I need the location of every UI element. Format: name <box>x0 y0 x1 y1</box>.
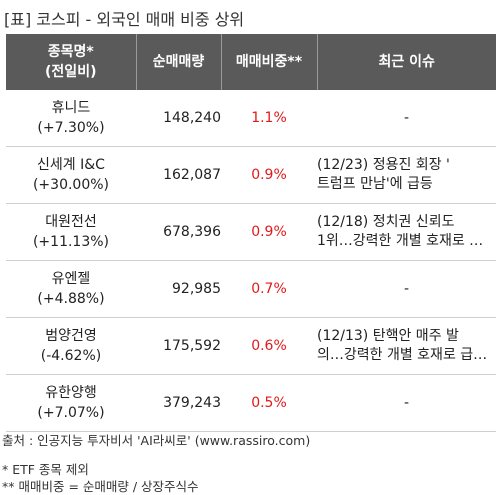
table-header-row: 종목명* (전일비) 순매매량 매매비중** 최근 이슈 <box>6 34 496 90</box>
table-row: 유엔젤 (+4.88%) 92,985 0.7% - <box>6 260 496 318</box>
stock-change: (+7.30%) <box>37 120 105 136</box>
recent-issue-line: - <box>403 394 410 411</box>
recent-issue-cell: (12/23) 정용진 회장 ' 트럼프 만남'에 급등 <box>317 146 496 204</box>
stock-name: 유엔젤 <box>51 271 91 287</box>
recent-issue-line: (12/23) 정용진 회장 ' <box>317 157 450 173</box>
header-net-volume: 순매매량 <box>136 34 222 90</box>
net-volume-cell: 148,240 <box>136 90 221 147</box>
stock-name-cell: 유한양행 (+7.07%) <box>6 374 136 432</box>
stock-change: (+11.13%) <box>32 234 110 250</box>
footnote-ratio: ** 매매비중 = 순매매량 / 상장주식수 <box>2 479 199 494</box>
header-stock-name-label: 종목명* (전일비) <box>45 44 97 80</box>
table-row: 대원전선 (+11.13%) 678,396 0.9% (12/18) 정치권 신뢰도 1… <box>6 203 496 261</box>
recent-issue-line: 트럼프 만남'에 급등 <box>317 176 433 192</box>
net-volume-cell: 379,243 <box>136 374 221 432</box>
stock-name: 범양건영 <box>45 328 97 344</box>
recent-issue-cell: - <box>317 374 496 432</box>
header-stock-name: 종목명* (전일비) <box>6 34 137 90</box>
table-row: 신세계 I&C (+30.00%) 162,087 0.9% (12/23) 정용진 회… <box>6 146 496 204</box>
net-volume-cell: 175,592 <box>136 317 221 375</box>
source-note: 출처 : 인공지능 투자비서 'AI라씨로' (www.rassiro.com) <box>2 433 311 448</box>
recent-issue-line: - <box>403 280 410 297</box>
stock-change: (+7.07%) <box>37 405 105 421</box>
stock-change: (-4.62%) <box>40 348 102 364</box>
stock-name-cell: 휴니드 (+7.30%) <box>6 90 136 147</box>
recent-issue-line: - <box>403 109 410 126</box>
recent-issue-line: 1위…강력한 개별 호재로 … <box>317 233 484 249</box>
stock-name-cell: 대원전선 (+11.13%) <box>6 203 136 261</box>
header-recent-issue-label: 최근 이슈 <box>378 54 435 70</box>
stock-name: 신세계 I&C <box>37 157 105 173</box>
table-row: 유한양행 (+7.07%) 379,243 0.5% - <box>6 374 496 432</box>
stock-change: (+4.88%) <box>37 291 105 307</box>
table-row: 휴니드 (+7.30%) 148,240 1.1% - <box>6 90 496 147</box>
foreign-trading-table: 종목명* (전일비) 순매매량 매매비중** 최근 이슈 휴니드 (+7.30%)… <box>6 34 496 432</box>
header-trade-ratio: 매매비중** <box>221 34 318 90</box>
recent-issue-cell: - <box>317 260 496 318</box>
trade-ratio-cell: 0.7% <box>221 260 317 318</box>
header-recent-issue: 최근 이슈 <box>317 34 496 90</box>
trade-ratio-cell: 0.9% <box>221 203 317 261</box>
header-net-volume-label: 순매매량 <box>152 54 205 70</box>
footnote-etf: * ETF 종목 제외 <box>2 462 89 477</box>
header-trade-ratio-label: 매매비중** <box>235 54 303 70</box>
trade-ratio-cell: 0.6% <box>221 317 317 375</box>
recent-issue-cell: - <box>317 90 496 147</box>
trade-ratio-cell: 0.5% <box>221 374 317 432</box>
recent-issue-line: (12/18) 정치권 신뢰도 <box>317 214 455 230</box>
stock-change: (+30.00%) <box>32 177 110 193</box>
page-title: [표] 코스피 - 외국인 매매 비중 상위 <box>4 10 245 29</box>
recent-issue-line: 의…강력한 개별 호재로 급… <box>317 347 488 363</box>
net-volume-cell: 92,985 <box>136 260 221 318</box>
recent-issue-line: (12/13) 탄핵안 매주 발 <box>317 328 459 344</box>
stock-name: 휴니드 <box>51 100 91 116</box>
recent-issue-cell: (12/18) 정치권 신뢰도 1위…강력한 개별 호재로 … <box>317 203 496 261</box>
net-volume-cell: 162,087 <box>136 146 221 204</box>
net-volume-cell: 678,396 <box>136 203 221 261</box>
trade-ratio-cell: 0.9% <box>221 146 317 204</box>
stock-name-cell: 유엔젤 (+4.88%) <box>6 260 136 318</box>
stock-name: 대원전선 <box>45 214 97 230</box>
stock-name: 유한양행 <box>45 385 97 401</box>
stock-name-cell: 신세계 I&C (+30.00%) <box>6 146 136 204</box>
trade-ratio-cell: 1.1% <box>221 90 317 147</box>
stock-name-cell: 범양건영 (-4.62%) <box>6 317 136 375</box>
